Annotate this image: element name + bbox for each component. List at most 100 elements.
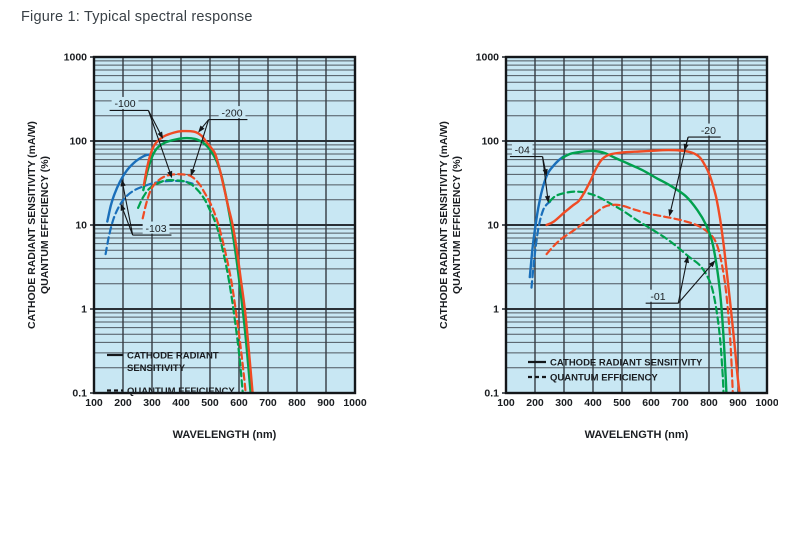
annotation-arrowhead [167, 170, 173, 179]
y-tick-labels: 1000 100 10 1 0.1 [64, 52, 88, 400]
svg-text:CATHODE RADIANT: CATHODE RADIANT [127, 351, 219, 362]
annotation-arrow [201, 119, 210, 129]
annotation-arrow [122, 184, 134, 236]
svg-text:400: 400 [172, 397, 190, 409]
annotation-arrow [122, 208, 134, 236]
curves [104, 129, 254, 393]
svg-text:0.1: 0.1 [72, 388, 87, 400]
curve-quantum-efficiency-red [141, 173, 247, 393]
annotation--100: -100 [109, 96, 173, 179]
figure-title: Figure 1: Typical spectral response [21, 9, 253, 25]
x-tick-labels: 100 200 300 400 500 600 700 800 900 1000 [85, 397, 367, 409]
chart-svg-left: 100 200 300 400 500 600 700 800 900 1000100010010… [64, 52, 367, 410]
svg-text:1000: 1000 [64, 52, 88, 64]
svg-text:200: 200 [114, 397, 132, 409]
svg-text:QUANTUM EFFICIENCY: QUANTUM EFFICIENCY [127, 386, 235, 397]
annotation-label-bg [698, 123, 719, 136]
svg-text:700: 700 [259, 397, 277, 409]
svg-text:-200: -200 [222, 107, 243, 119]
svg-text:900: 900 [317, 397, 335, 409]
annotation-arrow [147, 110, 161, 135]
svg-text:100: 100 [69, 136, 87, 148]
curve-radiant-sensitivity-red [545, 148, 741, 393]
x-axis-label-left-chart: WAVELENGTH (nm) [172, 429, 277, 441]
y-tick-labels: 1000 100 10 1 0.1 [476, 52, 500, 400]
svg-text:1000: 1000 [476, 52, 500, 64]
svg-text:800: 800 [288, 397, 306, 409]
annotation-arrowhead [708, 260, 716, 268]
curve-radiant-sensitivity-blue [528, 155, 566, 279]
curve-quantum-efficiency-red [545, 203, 734, 393]
svg-text:1: 1 [81, 304, 87, 316]
svg-text:10: 10 [75, 220, 87, 232]
annotation-arrow [677, 264, 713, 304]
svg-text:400: 400 [584, 397, 602, 409]
annotation-arrow [670, 136, 689, 212]
svg-text:800: 800 [700, 397, 718, 409]
svg-text:1: 1 [493, 304, 499, 316]
annotation-arrowhead [198, 125, 205, 133]
annotation-label-bg [647, 289, 669, 302]
annotation-label-bg [511, 143, 533, 156]
svg-text:1000: 1000 [343, 397, 367, 409]
curve-radiant-sensitivity-blue [106, 153, 153, 223]
svg-text:-100: -100 [115, 98, 136, 110]
curve-radiant-sensitivity-green [142, 136, 252, 393]
annotation--20: -20 [668, 123, 721, 217]
svg-text:900: 900 [729, 397, 747, 409]
svg-text:700: 700 [671, 397, 689, 409]
annotation-arrowhead [120, 203, 126, 212]
x-tick-labels: 100 200 300 400 500 600 700 800 900 1000 [497, 397, 779, 409]
annotation-arrow [191, 119, 210, 172]
curve-quantum-efficiency-green [548, 190, 725, 393]
annotation--103: -103 [120, 179, 172, 236]
plot-frame [92, 55, 357, 395]
chart-svg-right: 100 200 300 400 500 600 700 800 900 1000100010010… [476, 52, 779, 410]
spectral-chart-right: 100 200 300 400 500 600 700 800 900 1000 1000 100 10… [400, 40, 779, 445]
annotation-label-bg [111, 96, 139, 109]
svg-text:SENSITIVITY: SENSITIVITY [127, 363, 186, 374]
svg-text:300: 300 [143, 397, 161, 409]
svg-text:100: 100 [481, 136, 499, 148]
svg-text:-04: -04 [515, 144, 530, 156]
svg-text:1000: 1000 [755, 397, 778, 409]
legend: CATHODE RADIANT SENSITIVITY QUANTUM EFFIC… [528, 358, 703, 384]
annotation-arrowhead [157, 131, 164, 139]
svg-text:500: 500 [613, 397, 631, 409]
annotation-arrowhead [120, 179, 126, 187]
curve-radiant-sensitivity-green [561, 149, 728, 393]
annotation--200: -200 [190, 106, 248, 177]
svg-text:-20: -20 [701, 125, 716, 137]
svg-text:10: 10 [487, 220, 499, 232]
svg-text:QUANTUM EFFICIENCY: QUANTUM EFFICIENCY [550, 373, 658, 384]
curve-quantum-efficiency-blue [104, 179, 194, 256]
curve-quantum-efficiency-green [137, 178, 244, 393]
svg-text:300: 300 [555, 397, 573, 409]
spectral-chart-left: 100 200 300 400 500 600 700 800 900 1000 1000 100 10… [20, 40, 398, 445]
annotation--04: -04 [509, 143, 551, 203]
svg-text:600: 600 [230, 397, 248, 409]
svg-text:500: 500 [201, 397, 219, 409]
svg-text:100: 100 [497, 397, 515, 409]
svg-text:600: 600 [642, 397, 660, 409]
svg-text:100: 100 [85, 397, 103, 409]
svg-text:-01: -01 [650, 291, 665, 303]
annotation-arrow [541, 156, 549, 198]
curves [528, 148, 741, 393]
annotation-arrow [677, 261, 688, 304]
annotation-label-bg [218, 106, 246, 119]
curve-quantum-efficiency-blue [530, 200, 552, 289]
svg-text:-103: -103 [146, 223, 167, 235]
grid [90, 56, 355, 394]
annotation-label-bg [142, 221, 170, 234]
curve-radiant-sensitivity-red [142, 129, 254, 393]
annotation--01: -01 [645, 255, 716, 304]
annotation-arrowhead [190, 168, 196, 177]
plot-frame [504, 55, 769, 395]
annotation-arrowhead [683, 255, 689, 264]
annotation-arrowhead [668, 209, 674, 217]
svg-text:0.1: 0.1 [484, 388, 499, 400]
svg-text:200: 200 [526, 397, 544, 409]
annotation-arrow [147, 110, 171, 174]
